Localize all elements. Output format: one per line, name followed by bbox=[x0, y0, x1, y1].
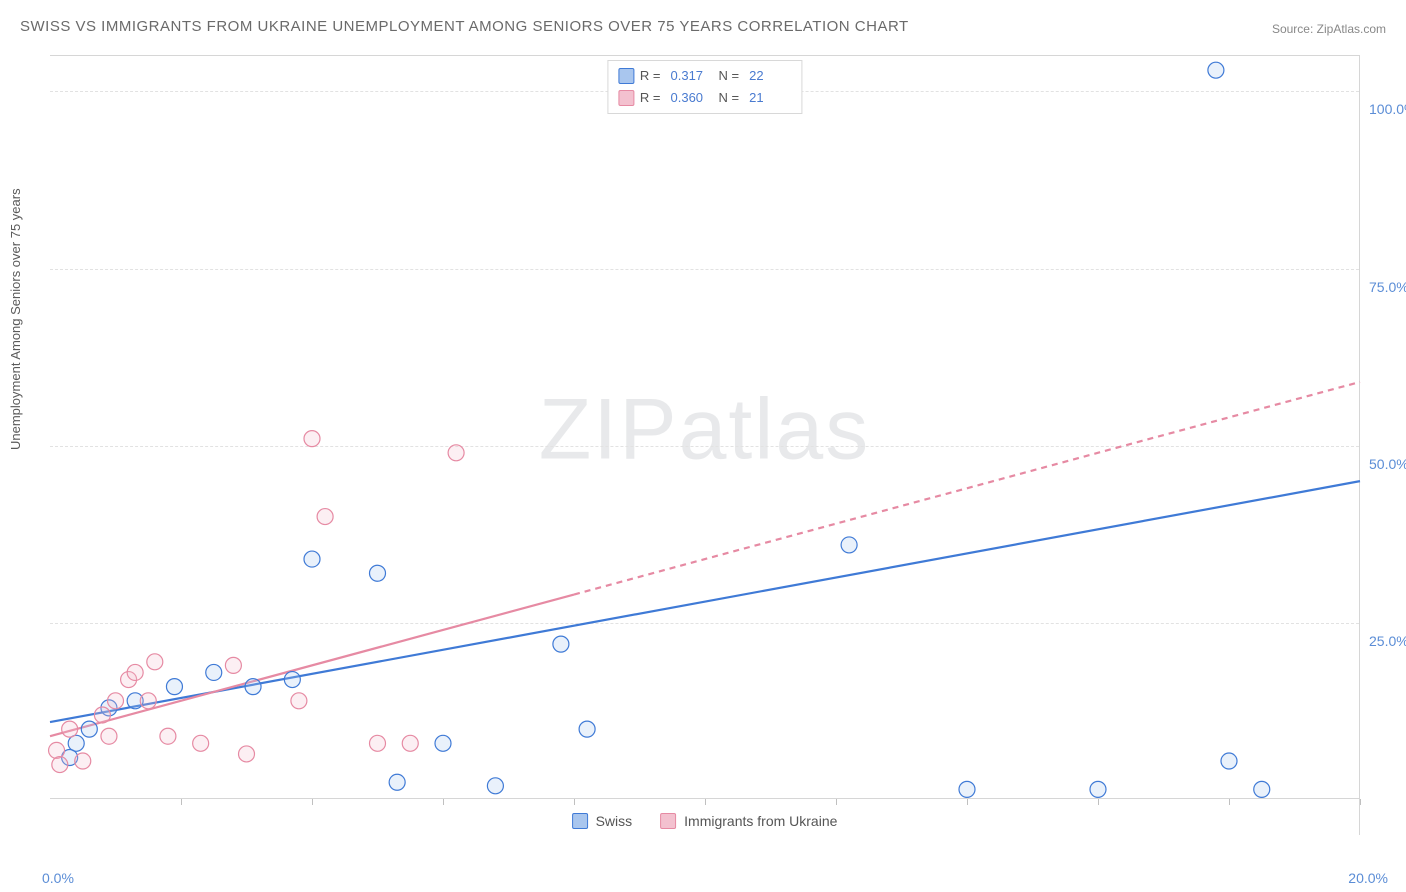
x-tick bbox=[1360, 799, 1361, 805]
x-max-label: 20.0% bbox=[1348, 870, 1388, 886]
swatch-ukraine bbox=[618, 90, 634, 106]
data-point bbox=[101, 728, 117, 744]
data-point bbox=[370, 565, 386, 581]
correlation-row-swiss: R = 0.317 N = 22 bbox=[618, 65, 791, 87]
data-point bbox=[959, 781, 975, 797]
data-point bbox=[291, 693, 307, 709]
data-point bbox=[108, 693, 124, 709]
data-point bbox=[1208, 62, 1224, 78]
r-label-0: R = bbox=[640, 65, 661, 87]
r-label-1: R = bbox=[640, 87, 661, 109]
legend-item-swiss: Swiss bbox=[572, 813, 633, 829]
data-point bbox=[49, 742, 65, 758]
x-tick bbox=[574, 799, 575, 805]
n-value-swiss: 22 bbox=[749, 65, 791, 87]
x-tick bbox=[1229, 799, 1230, 805]
legend-label-swiss: Swiss bbox=[596, 813, 633, 829]
n-label-1: N = bbox=[719, 87, 740, 109]
chart-title: SWISS VS IMMIGRANTS FROM UKRAINE UNEMPLO… bbox=[20, 18, 909, 35]
correlation-row-ukraine: R = 0.360 N = 21 bbox=[618, 87, 791, 109]
data-point bbox=[579, 721, 595, 737]
plot-area: ZIPatlas 25.0%50.0%75.0%100.0% R = 0.317… bbox=[50, 55, 1360, 835]
data-point bbox=[448, 445, 464, 461]
chart-svg bbox=[50, 56, 1359, 835]
x-tick bbox=[705, 799, 706, 805]
y-tick-label: 75.0% bbox=[1369, 279, 1406, 295]
data-point bbox=[52, 757, 68, 773]
data-point bbox=[304, 431, 320, 447]
data-point bbox=[140, 693, 156, 709]
y-tick-label: 50.0% bbox=[1369, 456, 1406, 472]
x-tick bbox=[443, 799, 444, 805]
source-attribution: Source: ZipAtlas.com bbox=[1272, 22, 1386, 36]
trend-line-solid bbox=[50, 595, 574, 737]
data-point bbox=[841, 537, 857, 553]
x-tick bbox=[1098, 799, 1099, 805]
data-point bbox=[284, 672, 300, 688]
r-value-ukraine: 0.360 bbox=[671, 87, 713, 109]
y-tick-label: 100.0% bbox=[1369, 101, 1406, 117]
x-axis bbox=[50, 798, 1359, 799]
data-point bbox=[435, 735, 451, 751]
data-point bbox=[81, 721, 97, 737]
y-tick-label: 25.0% bbox=[1369, 633, 1406, 649]
data-point bbox=[1090, 781, 1106, 797]
data-point bbox=[553, 636, 569, 652]
swatch-swiss bbox=[618, 68, 634, 84]
data-point bbox=[206, 664, 222, 680]
n-value-ukraine: 21 bbox=[749, 87, 791, 109]
x-tick bbox=[181, 799, 182, 805]
legend-swatch-swiss bbox=[572, 813, 588, 829]
x-tick bbox=[967, 799, 968, 805]
data-point bbox=[62, 721, 78, 737]
y-axis-label: Unemployment Among Seniors over 75 years bbox=[8, 188, 23, 450]
data-point bbox=[127, 664, 143, 680]
data-point bbox=[389, 774, 405, 790]
data-point bbox=[304, 551, 320, 567]
legend-label-ukraine: Immigrants from Ukraine bbox=[684, 813, 837, 829]
x-tick bbox=[312, 799, 313, 805]
r-value-swiss: 0.317 bbox=[671, 65, 713, 87]
data-point bbox=[1221, 753, 1237, 769]
data-point bbox=[94, 707, 110, 723]
legend-swatch-ukraine bbox=[660, 813, 676, 829]
data-point bbox=[68, 735, 84, 751]
data-point bbox=[245, 679, 261, 695]
x-tick bbox=[836, 799, 837, 805]
trend-line-dashed bbox=[574, 382, 1360, 595]
x-min-label: 0.0% bbox=[42, 870, 74, 886]
data-point bbox=[166, 679, 182, 695]
data-point bbox=[147, 654, 163, 670]
legend-item-ukraine: Immigrants from Ukraine bbox=[660, 813, 837, 829]
data-point bbox=[370, 735, 386, 751]
data-point bbox=[487, 778, 503, 794]
n-label-0: N = bbox=[719, 65, 740, 87]
correlation-legend: R = 0.317 N = 22 R = 0.360 N = 21 bbox=[607, 60, 802, 114]
data-point bbox=[160, 728, 176, 744]
data-point bbox=[225, 657, 241, 673]
data-point bbox=[1254, 781, 1270, 797]
data-point bbox=[75, 753, 91, 769]
data-point bbox=[402, 735, 418, 751]
data-point bbox=[317, 509, 333, 525]
data-point bbox=[239, 746, 255, 762]
series-legend: Swiss Immigrants from Ukraine bbox=[572, 813, 838, 829]
data-point bbox=[193, 735, 209, 751]
